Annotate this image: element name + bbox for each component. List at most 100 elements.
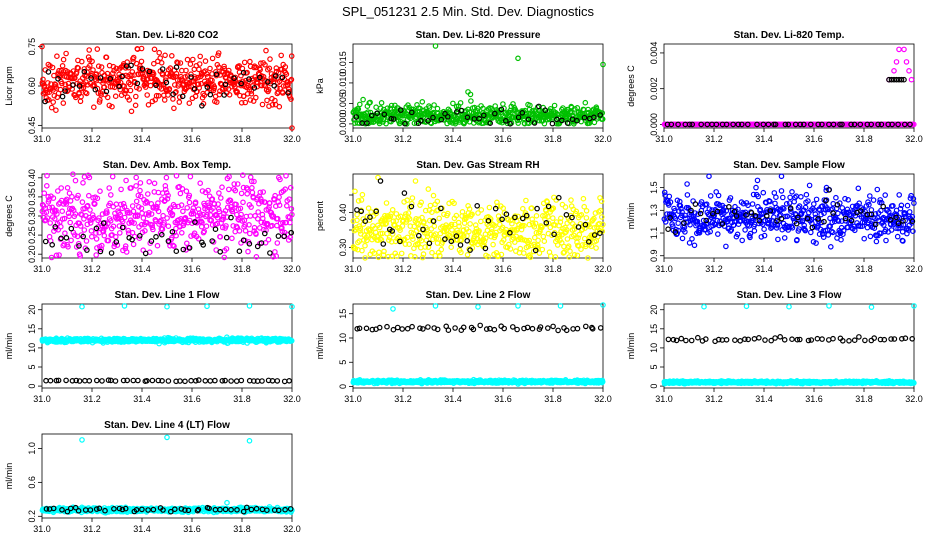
data-point (417, 325, 423, 332)
data-point (874, 186, 881, 193)
x-tick-label: 32.0 (283, 134, 301, 144)
data-point (754, 177, 761, 184)
data-point (288, 96, 294, 102)
data-point (223, 234, 230, 241)
data-point (121, 214, 128, 221)
data-point (209, 222, 216, 228)
data-point (813, 196, 820, 203)
data-point (901, 46, 907, 53)
data-point (267, 250, 273, 256)
data-point (287, 219, 293, 226)
data-point (177, 60, 184, 66)
series-hourly (42, 62, 291, 109)
data-point (50, 99, 57, 105)
y-tick-label: 0.40 (338, 204, 348, 222)
data-point (900, 238, 906, 244)
data-point (726, 204, 732, 210)
y-tick-label: 0 (27, 384, 37, 389)
y-tick-label: 0.35 (27, 188, 37, 206)
data-point (89, 212, 96, 218)
data-point (220, 85, 226, 91)
data-point (597, 325, 604, 331)
data-point (94, 377, 100, 384)
data-point (868, 121, 875, 128)
data-point (778, 173, 785, 180)
data-point (585, 239, 592, 245)
data-point (730, 121, 736, 128)
data-point (455, 219, 462, 226)
x-tick-label: 31.0 (344, 134, 362, 144)
data-point (695, 211, 701, 218)
data-point (767, 198, 773, 205)
data-point (420, 326, 426, 332)
data-point (711, 220, 718, 227)
data-point (62, 230, 68, 237)
data-point (142, 84, 149, 90)
data-point (258, 82, 265, 89)
data-point (793, 220, 800, 227)
data-point (65, 244, 71, 250)
data-point (84, 247, 90, 253)
data-point (283, 71, 290, 78)
series-hourly (354, 178, 603, 254)
data-point (562, 204, 569, 210)
data-point (182, 378, 188, 385)
data-point (109, 103, 115, 110)
x-tick-label: 31.8 (544, 394, 562, 404)
data-point (113, 201, 120, 208)
data-point (743, 212, 749, 218)
data-point (738, 121, 745, 128)
y-tick-label: 0.30 (27, 207, 37, 225)
data-point (591, 114, 597, 121)
y-tick-label: 5 (649, 364, 659, 369)
data-point (153, 92, 160, 99)
y-tick-label: 0 (338, 384, 348, 389)
data-point (209, 238, 216, 244)
data-point (161, 220, 167, 226)
data-point (444, 114, 451, 120)
data-point (358, 208, 365, 215)
data-point (76, 378, 83, 384)
data-point (840, 231, 846, 238)
data-point (130, 54, 137, 61)
x-tick-label: 31.4 (133, 134, 151, 144)
data-point (557, 215, 564, 222)
data-point (246, 222, 252, 228)
data-point (563, 212, 570, 218)
data-point (52, 224, 59, 230)
data-point (574, 325, 581, 332)
data-point (406, 216, 413, 222)
x-tick-label: 32.0 (905, 394, 923, 404)
data-point (815, 121, 822, 128)
data-point (432, 303, 439, 309)
data-point (797, 121, 804, 128)
data-point (230, 206, 236, 213)
data-point (848, 121, 854, 128)
data-point (564, 120, 571, 126)
data-point (672, 229, 679, 235)
data-point (778, 215, 785, 222)
data-point (861, 235, 868, 242)
y-tick-label: 0.30 (338, 239, 348, 257)
data-point (375, 174, 381, 181)
data-point (748, 210, 755, 216)
data-point (408, 200, 415, 207)
data-point (404, 197, 411, 204)
data-point (829, 229, 836, 236)
x-tick-label: 31.0 (655, 134, 673, 144)
data-point (840, 227, 847, 234)
data-point (289, 211, 295, 218)
data-point (773, 194, 779, 201)
data-point (766, 217, 773, 224)
data-point (838, 218, 845, 224)
data-point (425, 118, 431, 124)
y-tick-label: 0 (649, 384, 659, 389)
data-point (527, 252, 533, 258)
data-point (481, 238, 488, 245)
data-point (404, 325, 411, 332)
series-hourly (354, 322, 604, 334)
data-point (549, 206, 556, 212)
data-point (781, 235, 788, 241)
data-point (75, 192, 81, 199)
data-point (153, 234, 159, 240)
